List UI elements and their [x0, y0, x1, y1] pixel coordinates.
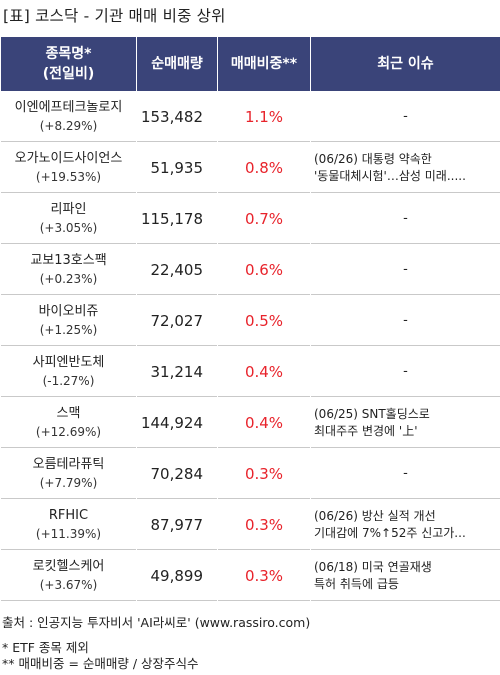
issue-line: - — [403, 109, 408, 124]
stock-cell: 오름테라퓨틱 (+7.79%) — [1, 449, 136, 499]
net-volume: 31,214 — [137, 347, 217, 397]
footnote-ratio: ** 매매비중 = 순매매량 / 상장주식수 — [2, 656, 199, 671]
issue-line: - — [403, 364, 408, 379]
stock-name: 리파인 — [50, 201, 87, 217]
stock-cell: 리파인 (+3.05%) — [1, 194, 136, 244]
stock-name: 오름테라퓨틱 — [32, 456, 105, 472]
recent-issue: - — [311, 347, 500, 397]
trade-ratio: 0.3% — [218, 449, 310, 499]
recent-issue: (06/26) 대통령 약속한 '동물대체시험'…삼성 미래..... — [311, 143, 500, 193]
price-change: (+12.69%) — [35, 424, 102, 439]
stock-name: 바이오비쥬 — [38, 303, 99, 319]
stock-name: 스맥 — [56, 405, 81, 421]
table-row: RFHIC (+11.39%) 87,977 0.3% (06/26) 방산 실적 개선… — [1, 500, 500, 550]
stock-name: 오가노이드사이언스 — [14, 150, 123, 166]
stock-cell: 이엔에프테크놀로지 (+8.29%) — [1, 92, 136, 142]
trade-ratio: 0.4% — [218, 347, 310, 397]
recent-issue: - — [311, 92, 500, 142]
issue-line: - — [403, 211, 408, 226]
header-volume: 순매매량 — [137, 37, 217, 91]
trade-ratio: 1.1% — [218, 92, 310, 142]
table-row: 오가노이드사이언스 (+19.53%) 51,935 0.8% (06/26) 대통령 … — [1, 143, 500, 193]
stock-name: 이엔에프테크놀로지 — [14, 99, 123, 115]
trade-ratio: 0.5% — [218, 296, 310, 346]
net-volume: 144,924 — [137, 398, 217, 448]
issue-line: (06/26) 대통령 약속한 — [314, 151, 432, 166]
table-row: 오름테라퓨틱 (+7.79%) 70,284 0.3% - — [1, 449, 500, 499]
trade-ratio: 0.6% — [218, 245, 310, 295]
header-name: 종목명* (전일비) — [1, 37, 136, 91]
header-name-line2: (전일비) — [42, 66, 95, 82]
table-row: 로킷헬스케어 (+3.67%) 49,899 0.3% (06/18) 미국 연골재생 특… — [1, 551, 500, 601]
stock-name: 사피엔반도체 — [32, 354, 105, 370]
price-change: (+8.29%) — [39, 118, 98, 133]
price-change: (+11.39%) — [35, 526, 102, 541]
price-change: (+19.53%) — [35, 169, 102, 184]
issue-line: - — [403, 313, 408, 328]
issue-line: - — [403, 466, 408, 481]
price-change: (+3.05%) — [39, 220, 98, 235]
stock-cell: RFHIC (+11.39%) — [1, 500, 136, 550]
stock-cell: 바이오비쥬 (+1.25%) — [1, 296, 136, 346]
price-change: (+0.23%) — [39, 271, 98, 286]
footnote-etf: * ETF 종목 제외 — [2, 640, 89, 655]
table-row: 바이오비쥬 (+1.25%) 72,027 0.5% - — [1, 296, 500, 346]
issue-line: - — [403, 262, 408, 277]
net-volume: 22,405 — [137, 245, 217, 295]
price-change: (+1.25%) — [39, 322, 98, 337]
issue-line: (06/26) 방산 실적 개선 — [314, 508, 436, 523]
table-title: [표] 코스닥 - 기관 매매 비중 상위 — [3, 7, 226, 25]
price-change: (+7.79%) — [39, 475, 98, 490]
header-issue: 최근 이슈 — [311, 37, 500, 91]
table-row: 이엔에프테크놀로지 (+8.29%) 153,482 1.1% - — [1, 92, 500, 142]
header-ratio: 매매비중** — [218, 37, 310, 91]
stock-cell: 사피엔반도체 (-1.27%) — [1, 347, 136, 397]
issue-line: (06/18) 미국 연골재생 — [314, 559, 432, 574]
issue-line: 특허 취득에 급등 — [314, 576, 399, 591]
net-volume: 115,178 — [137, 194, 217, 244]
recent-issue: - — [311, 194, 500, 244]
issue-line: '동물대체시험'…삼성 미래..... — [314, 168, 466, 183]
recent-issue: - — [311, 449, 500, 499]
trade-ratio: 0.3% — [218, 551, 310, 601]
table-row: 사피엔반도체 (-1.27%) 31,214 0.4% - — [1, 347, 500, 397]
issue-line: (06/25) SNT홀딩스로 — [314, 406, 430, 421]
net-volume: 153,482 — [137, 92, 217, 142]
table-row: 스맥 (+12.69%) 144,924 0.4% (06/25) SNT홀딩스로 최대주… — [1, 398, 500, 448]
stock-cell: 로킷헬스케어 (+3.67%) — [1, 551, 136, 601]
net-volume: 70,284 — [137, 449, 217, 499]
net-volume: 72,027 — [137, 296, 217, 346]
trade-ratio: 0.3% — [218, 500, 310, 550]
net-volume: 87,977 — [137, 500, 217, 550]
source-note: 출처 : 인공지능 투자비서 'AI라씨로' (www.rassiro.com) — [2, 615, 311, 630]
net-volume: 51,935 — [137, 143, 217, 193]
issue-line: 기대감에 7%↑52주 신고가... — [314, 525, 466, 540]
stock-name: 교보13호스팩 — [30, 252, 107, 268]
issue-line: 최대주주 변경에 '上' — [314, 423, 418, 438]
trade-ratio: 0.4% — [218, 398, 310, 448]
stock-cell: 오가노이드사이언스 (+19.53%) — [1, 143, 136, 193]
stock-cell: 스맥 (+12.69%) — [1, 398, 136, 448]
table-row: 리파인 (+3.05%) 115,178 0.7% - — [1, 194, 500, 244]
net-volume: 49,899 — [137, 551, 217, 601]
price-change: (-1.27%) — [42, 373, 95, 388]
recent-issue: - — [311, 245, 500, 295]
stock-name: RFHIC — [48, 507, 89, 523]
trade-ratio: 0.7% — [218, 194, 310, 244]
recent-issue: - — [311, 296, 500, 346]
institution-trading-table: 종목명* (전일비) 순매매량 매매비중** 최근 이슈 이엔에프테크놀로지 (+… — [0, 36, 500, 602]
table-row: 교보13호스팩 (+0.23%) 22,405 0.6% - — [1, 245, 500, 295]
table-header-row: 종목명* (전일비) 순매매량 매매비중** 최근 이슈 — [1, 37, 500, 91]
header-name-line1: 종목명* — [45, 46, 92, 62]
price-change: (+3.67%) — [39, 577, 98, 592]
stock-name: 로킷헬스케어 — [32, 558, 105, 574]
trade-ratio: 0.8% — [218, 143, 310, 193]
table-body: 이엔에프테크놀로지 (+8.29%) 153,482 1.1% - 오가노이드사이언스 (+… — [1, 92, 500, 601]
stock-cell: 교보13호스팩 (+0.23%) — [1, 245, 136, 295]
